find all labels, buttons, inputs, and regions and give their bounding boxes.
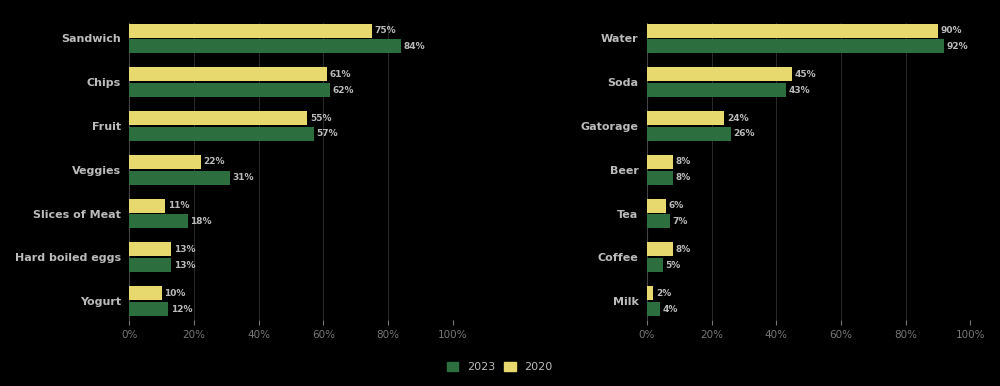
Text: 62%: 62%: [333, 86, 354, 95]
Text: 55%: 55%: [310, 113, 331, 123]
Bar: [647, 83, 786, 97]
Bar: [129, 24, 372, 37]
Bar: [129, 258, 171, 272]
Bar: [647, 155, 673, 169]
Text: 13%: 13%: [174, 245, 196, 254]
Text: 26%: 26%: [734, 129, 755, 139]
Text: 4%: 4%: [662, 305, 678, 313]
Text: 43%: 43%: [789, 86, 810, 95]
Bar: [647, 199, 666, 213]
Bar: [129, 39, 401, 53]
Text: 6%: 6%: [669, 201, 684, 210]
Bar: [129, 68, 327, 81]
Legend: 2023, 2020: 2023, 2020: [443, 357, 557, 377]
Bar: [647, 302, 660, 316]
Text: 90%: 90%: [940, 26, 962, 35]
Text: 10%: 10%: [164, 289, 186, 298]
Bar: [647, 68, 792, 81]
Text: 7%: 7%: [672, 217, 687, 226]
Text: 45%: 45%: [795, 70, 817, 79]
Bar: [647, 39, 944, 53]
Bar: [647, 171, 673, 185]
Text: 11%: 11%: [168, 201, 189, 210]
Text: 24%: 24%: [727, 113, 749, 123]
Text: 57%: 57%: [316, 129, 338, 139]
Text: 22%: 22%: [203, 157, 225, 166]
Bar: [647, 111, 724, 125]
Text: 5%: 5%: [666, 261, 681, 270]
Bar: [647, 258, 663, 272]
Text: 84%: 84%: [404, 42, 425, 51]
Bar: [129, 302, 168, 316]
Text: 18%: 18%: [190, 217, 212, 226]
Text: 2%: 2%: [656, 289, 671, 298]
Bar: [129, 286, 162, 300]
Text: 13%: 13%: [174, 261, 196, 270]
Bar: [647, 127, 731, 141]
Bar: [647, 242, 673, 256]
Bar: [647, 24, 938, 37]
Bar: [129, 199, 165, 213]
Text: 12%: 12%: [171, 305, 192, 313]
Text: 92%: 92%: [947, 42, 969, 51]
Text: 8%: 8%: [675, 245, 691, 254]
Bar: [129, 215, 188, 229]
Bar: [129, 127, 314, 141]
Text: 75%: 75%: [375, 26, 396, 35]
Bar: [647, 286, 653, 300]
Text: 61%: 61%: [329, 70, 351, 79]
Bar: [129, 83, 330, 97]
Bar: [129, 111, 307, 125]
Text: 8%: 8%: [675, 173, 691, 182]
Bar: [129, 242, 171, 256]
Text: 31%: 31%: [232, 173, 254, 182]
Bar: [129, 155, 201, 169]
Text: 8%: 8%: [675, 157, 691, 166]
Bar: [647, 215, 670, 229]
Bar: [129, 171, 230, 185]
